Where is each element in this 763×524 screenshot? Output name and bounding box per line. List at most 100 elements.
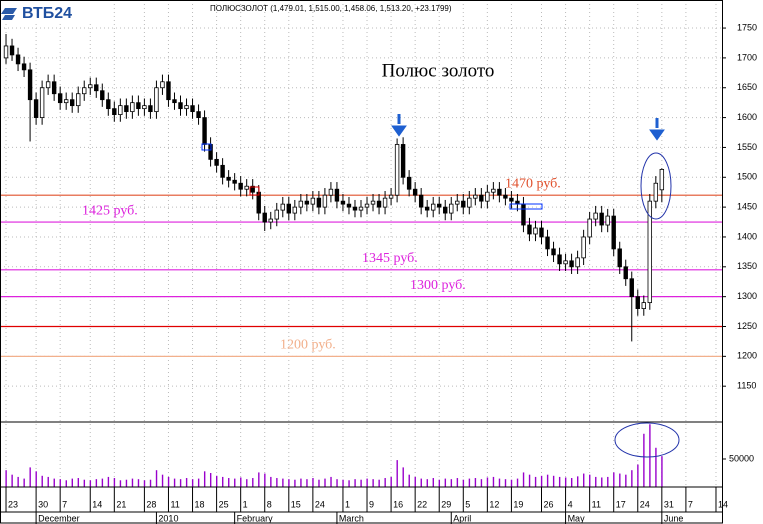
volume-bar <box>258 472 260 487</box>
volume-bar <box>222 476 224 487</box>
y-tick-label: 1250 <box>737 321 757 331</box>
candle-body <box>304 200 310 205</box>
volume-bar <box>522 472 525 487</box>
candle-body <box>443 206 448 214</box>
month-label: 2010 <box>158 513 178 523</box>
candle-body <box>473 194 478 199</box>
volume-bar <box>570 478 573 487</box>
x-tick-label: 1 <box>243 499 248 509</box>
candle-body <box>232 179 237 184</box>
candle-body <box>3 45 9 59</box>
x-tick-label: 15 <box>291 499 301 509</box>
candle-body <box>437 203 442 208</box>
volume-bar <box>167 476 170 487</box>
month-label: June <box>664 513 684 523</box>
volume-bar <box>480 479 483 487</box>
volume-bar <box>89 480 92 487</box>
x-tick-label: 4 <box>568 499 573 509</box>
candle-body <box>587 218 592 238</box>
candle-body <box>521 203 526 226</box>
volume-bar <box>149 479 152 487</box>
x-tick-label: 7 <box>688 499 693 509</box>
volume-bar <box>41 475 43 487</box>
logo-icon <box>1 8 17 20</box>
volume-bar <box>11 474 13 487</box>
arrow <box>649 118 665 141</box>
volume-bar <box>185 478 188 487</box>
candle-body <box>539 227 544 238</box>
x-tick-label: 11 <box>170 499 179 509</box>
volume-bar <box>631 470 633 487</box>
candle-body <box>509 197 514 202</box>
volume-bar <box>197 478 200 487</box>
volume-bar <box>318 479 320 487</box>
level-label: 1300 руб. <box>410 278 466 293</box>
candle-body <box>63 99 69 104</box>
y-tick-label: 1650 <box>737 82 757 92</box>
candle-body <box>124 105 129 113</box>
volume-bar <box>143 480 146 487</box>
candle-body <box>100 90 105 101</box>
volume-bar <box>354 479 356 487</box>
volume-bar <box>161 474 164 487</box>
volume-bar <box>173 478 176 487</box>
volume-bar <box>607 476 609 487</box>
volume-bar <box>47 476 49 487</box>
candle-body <box>190 105 195 113</box>
candle-body <box>485 191 490 202</box>
candle-body <box>33 99 39 118</box>
volume-bar <box>155 470 158 487</box>
volume-bar <box>179 479 182 487</box>
volume-bar <box>492 476 495 487</box>
volume-bar <box>456 478 459 487</box>
candle-body <box>599 212 604 226</box>
x-tick-label: 28 <box>146 499 156 509</box>
date-axis <box>0 486 723 524</box>
volume-bar <box>564 477 567 487</box>
candle-body <box>491 188 496 193</box>
volume-bar <box>619 473 621 487</box>
candle-body <box>292 206 298 214</box>
candle-body <box>551 248 556 256</box>
y-tick-label: 1700 <box>737 52 757 62</box>
volume-bar <box>29 467 31 487</box>
x-tick-label: 25 <box>219 499 229 509</box>
volume-bar <box>462 479 465 487</box>
volume-bar <box>498 478 501 487</box>
y-tick-label: 1150 <box>737 381 756 391</box>
x-tick-label: 22 <box>417 499 427 509</box>
volume-bar <box>595 476 597 487</box>
volume-bar <box>510 479 513 487</box>
volume-bar <box>486 477 489 487</box>
candle-body <box>268 218 273 223</box>
candle-body <box>130 102 135 113</box>
highlight-ellipse <box>640 152 672 220</box>
arrow <box>391 114 407 137</box>
marker-box <box>201 143 212 151</box>
candle-body <box>346 203 352 208</box>
x-tick-label: 7 <box>62 499 67 509</box>
candle-body <box>82 87 87 95</box>
candle-body <box>88 84 93 89</box>
y-tick-label: 1400 <box>737 231 757 241</box>
month-label: May <box>568 513 586 523</box>
volume-bar <box>216 475 218 487</box>
candle-body <box>39 87 45 118</box>
volume-bar <box>191 479 194 487</box>
volume-bar <box>264 473 266 487</box>
candle-body <box>418 194 424 208</box>
volume-bar <box>426 479 428 487</box>
y-tick-label: 50000 <box>729 453 754 463</box>
candle-body <box>45 81 51 89</box>
volume-bar <box>378 479 380 487</box>
volume-bar <box>468 478 471 487</box>
candle-body <box>358 206 364 211</box>
candle-body <box>370 200 376 205</box>
plot: 1470 руб. 1425 руб. 1345 руб. 1300 руб. 1200… <box>0 34 722 487</box>
candle-body <box>527 224 532 235</box>
volume-bar <box>450 479 453 487</box>
candle-body <box>298 200 304 208</box>
candle-body <box>412 188 418 196</box>
volume-bar <box>294 479 296 487</box>
